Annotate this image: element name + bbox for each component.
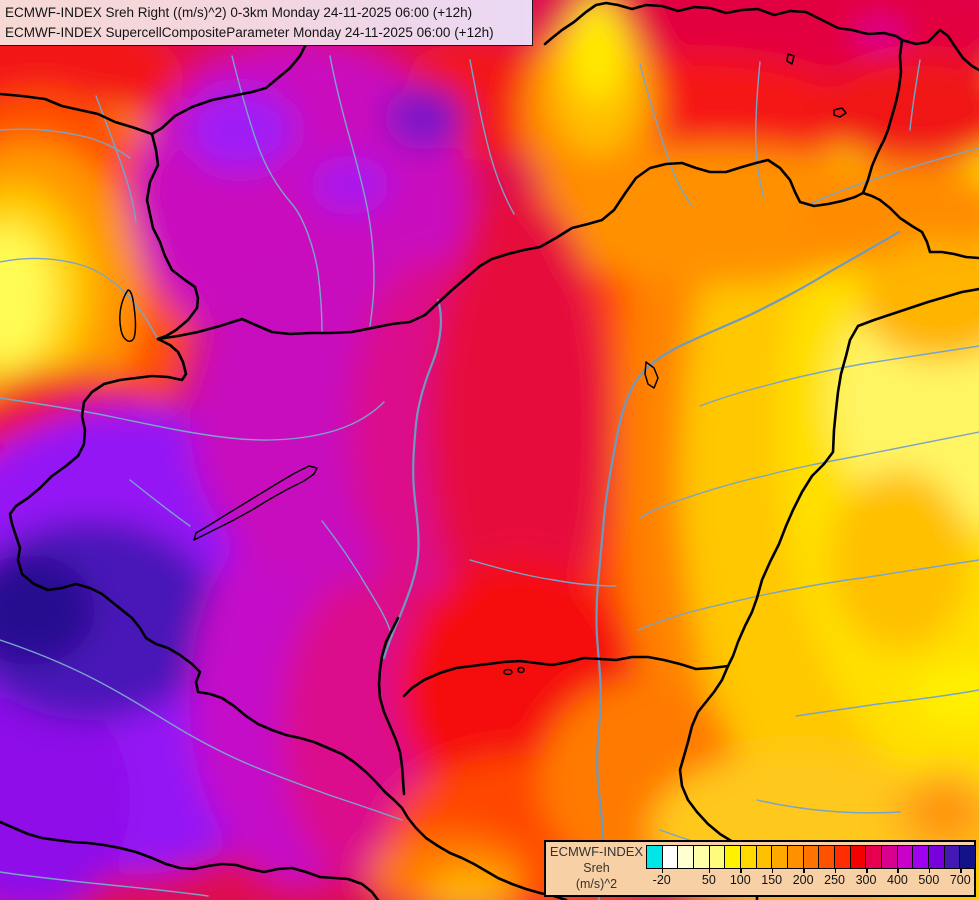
- legend-tick-mark: [866, 868, 868, 873]
- legend-tick-label: 50: [701, 873, 716, 887]
- legend-tick-label: 200: [792, 873, 814, 887]
- legend-tick-mark: [897, 868, 899, 873]
- legend-swatch: [803, 846, 820, 868]
- legend-swatch: [741, 846, 757, 868]
- legend-label: ECMWF-INDEX Sreh (m/s)^2: [548, 844, 645, 892]
- legend-tick-mark: [708, 868, 711, 873]
- legend-swatch: [929, 846, 945, 868]
- legend-swatch: [819, 846, 836, 868]
- legend-swatch: [756, 846, 773, 868]
- lakes: [119, 53, 847, 676]
- legend-swatch: [788, 846, 804, 868]
- legend-swatch: [772, 846, 789, 868]
- map-title-panel: ECMWF-INDEX Sreh Right ((m/s)^2) 0-3km M…: [0, 0, 533, 46]
- legend-swatch: [725, 846, 742, 868]
- legend-tick-label: 700: [949, 873, 971, 887]
- legend-swatch: [694, 846, 710, 868]
- legend-tick-mark: [771, 868, 774, 873]
- lake-neusiedl: [119, 289, 137, 342]
- legend-unit: (m/s)^2: [575, 877, 618, 891]
- legend-swatch: [913, 846, 930, 868]
- legend-swatch: [944, 846, 961, 868]
- legend-parameter: Sreh: [583, 861, 610, 875]
- legend-tick-label: 150: [761, 873, 783, 887]
- legend-panel: ECMWF-INDEX Sreh (m/s)^2 -20 50 100 150 200 2…: [544, 840, 976, 897]
- legend-swatch: [850, 846, 867, 868]
- legend-tick-mark: [960, 868, 962, 873]
- legend-swatch: [960, 846, 976, 868]
- legend-tick-mark: [803, 868, 805, 873]
- legend-swatch: [882, 846, 898, 868]
- legend-tick-mark: [661, 868, 664, 873]
- legend-colorbar: [646, 845, 976, 869]
- rivers: [0, 55, 979, 900]
- legend-swatch: [835, 846, 851, 868]
- legend-tick-label: -20: [652, 873, 671, 887]
- legend-swatch: [866, 846, 883, 868]
- lake-balaton: [193, 465, 318, 541]
- legend-tick-mark: [928, 868, 931, 873]
- legend-ticks: -20 50 100 150 200 250 300 400 500 700: [646, 868, 976, 894]
- map-title-line1: ECMWF-INDEX Sreh Right ((m/s)^2) 0-3km M…: [5, 5, 473, 20]
- legend-swatch: [897, 846, 914, 868]
- legend-swatch: [662, 846, 679, 868]
- map-title-line2: ECMWF-INDEX SupercellCompositeParameter …: [5, 25, 494, 40]
- legend-swatch: [678, 846, 695, 868]
- legend-tick-label: 500: [918, 873, 940, 887]
- lake-tisza: [644, 361, 659, 389]
- legend-swatch: [647, 846, 663, 868]
- legend-tick-label: 400: [886, 873, 908, 887]
- legend-tick-mark: [834, 868, 837, 873]
- legend-tick-label: 300: [855, 873, 877, 887]
- legend-tick-mark: [740, 868, 742, 873]
- legend-title: ECMWF-INDEX: [549, 844, 644, 859]
- legend-tick-label: 100: [729, 873, 751, 887]
- legend-tick-label: 250: [824, 873, 845, 887]
- legend-swatch: [709, 846, 726, 868]
